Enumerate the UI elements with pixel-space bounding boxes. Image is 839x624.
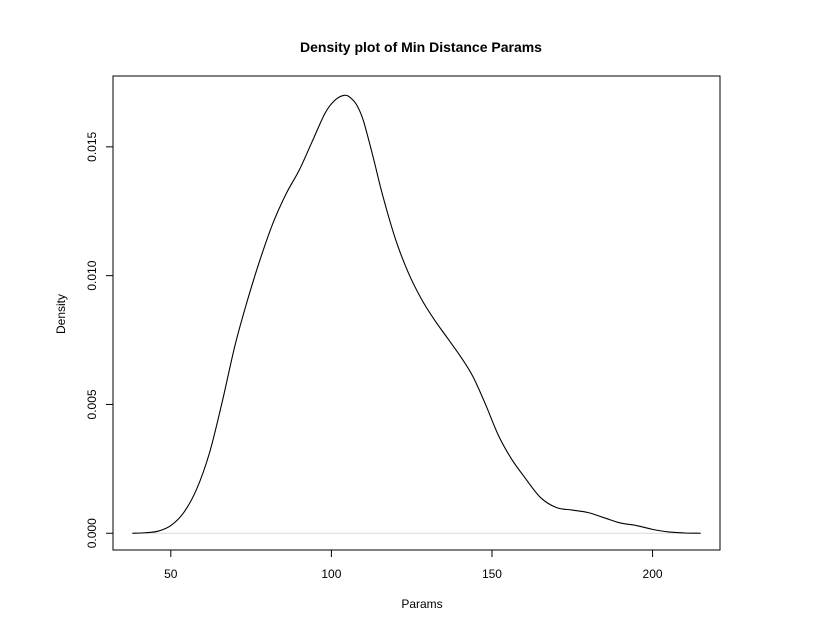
plot-frame	[112, 75, 721, 551]
chart-title: Density plot of Min Distance Params	[300, 39, 542, 55]
x-tick-label: 150	[482, 567, 502, 581]
x-axis-label: Params	[401, 597, 442, 611]
x-tick-label: 50	[164, 567, 178, 581]
y-tick-label: 0.015	[85, 132, 99, 162]
y-tick-label: 0.000	[85, 518, 99, 548]
y-axis: 0.000 0.005 0.010 0.015	[85, 132, 114, 548]
x-axis: 50 100 150 200	[164, 549, 663, 581]
series-layer	[132, 94, 701, 534]
x-tick-label: 200	[643, 567, 663, 581]
x-tick-label: 100	[321, 567, 341, 581]
y-tick-label: 0.010	[85, 260, 99, 290]
y-tick-label: 0.005	[85, 389, 99, 419]
density-curve	[132, 94, 701, 534]
y-axis-label: Density	[54, 294, 68, 334]
